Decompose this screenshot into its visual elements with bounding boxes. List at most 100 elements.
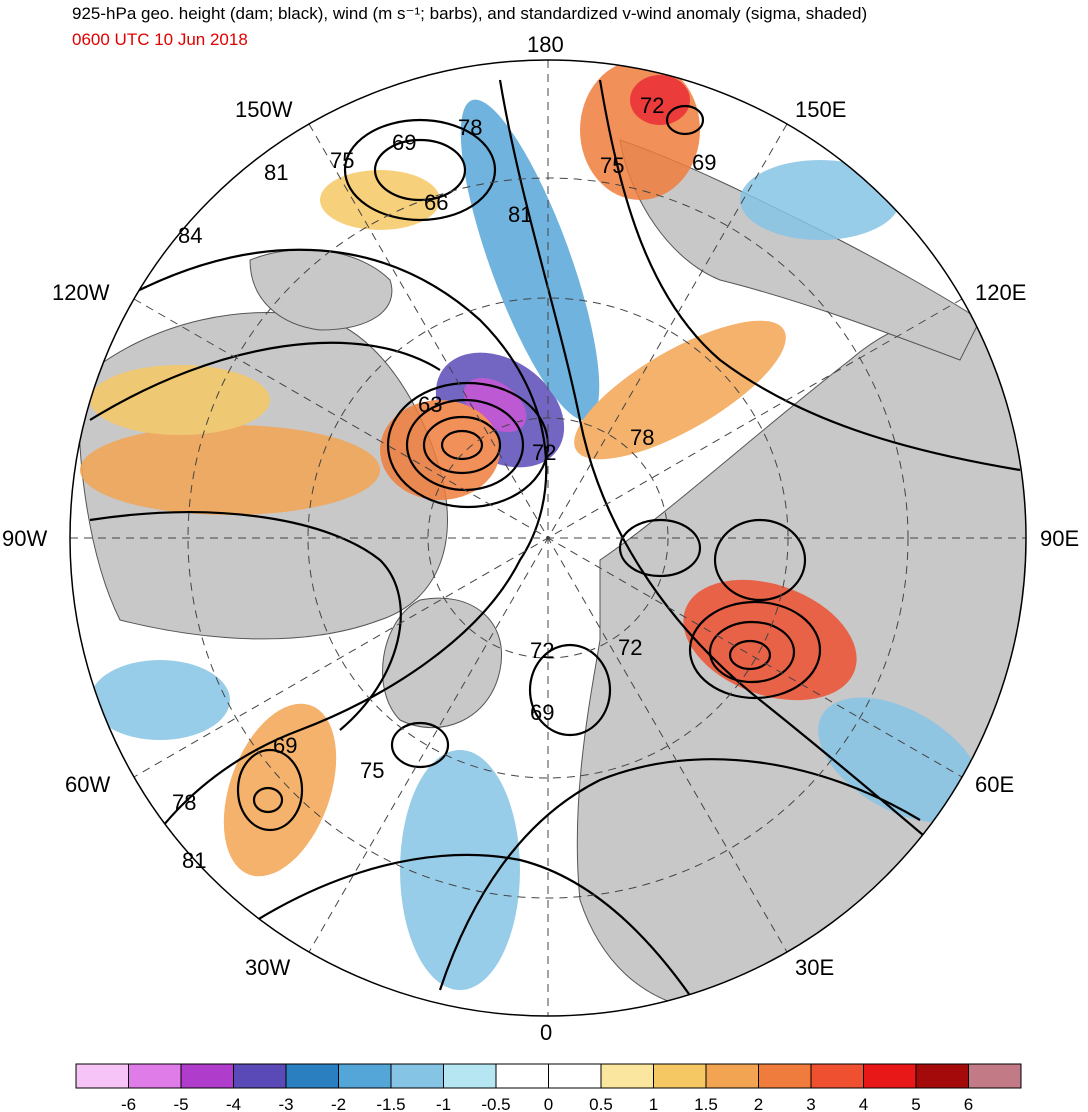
contour-label: 63 [418,392,442,417]
contour-high-east [713,518,807,602]
lon-label-0: 0 [540,1020,552,1045]
contour-low-north [373,138,467,202]
contour-band-5 [598,79,1021,472]
colorbar-swatch [548,1063,602,1089]
anomaly-negative-ne [740,160,900,240]
anomaly-negative-atlantic [400,750,520,990]
anomaly-positive-atlantic [223,703,337,877]
contour-band-1 [118,248,548,901]
colorbar-tick-label: 1 [649,1095,658,1112]
colorbar-tick-label: 6 [964,1095,973,1112]
colorbar-swatch [75,1063,129,1089]
colorbar-swatch [758,1063,812,1089]
map-disk [70,60,1026,1016]
colorbar-tick-label: 2 [754,1095,763,1112]
map-border [69,59,1027,1017]
colorbar-tick-label: 3 [806,1095,815,1112]
anomaly-positive-north-core [630,75,690,125]
colorbar-swatch [390,1063,444,1089]
lon-label-120w: 120W [52,280,110,305]
anomaly-positive-west [80,425,380,515]
anomaly-positive-north [580,60,700,200]
colorbar-tick-label: -3 [278,1095,293,1112]
contour-label: 69 [530,700,554,725]
colorbar-swatch [233,1063,287,1089]
colorbar-swatch [600,1063,654,1089]
contour-label: 75 [330,148,354,173]
longitude-labels: 180 150E 120E 90E 60E 30E 0 30W 60W 90W … [2,32,1079,1045]
contour-label: 72 [618,635,642,660]
contour-label-group: 63 66 69 69 69 69 72 72 72 72 75 75 75 7… [172,93,716,873]
anomaly-negative-band [460,99,600,421]
colorbar-swatch [180,1063,234,1089]
colorbar-swatch [810,1063,864,1089]
lon-label-60w: 60W [65,772,110,797]
colorbar-tick-label: -1.5 [376,1095,405,1112]
anomaly-positive-pacific [320,170,440,230]
colorbar-tick-label: 5 [911,1095,920,1112]
contour-high-center [618,518,702,578]
contour-label: 81 [264,160,288,185]
colorbar-swatch [495,1063,549,1089]
contour-low-atlantic [252,786,284,814]
colorbar-tick-label: -6 [121,1095,136,1112]
colorbar: -6 -5 -4 -3 -2 -1.5 -1 -0.5 0 0.5 1 1.5 2 3 4 5 6 [75,1063,1022,1112]
colorbar-tick-label: -1 [436,1095,451,1112]
anomaly-negative-west [90,660,230,740]
contour-label: 72 [532,440,556,465]
colorbar-swatch [653,1063,707,1089]
contour-label: 81 [182,848,206,873]
colorbar-tick-label: -2 [331,1095,346,1112]
contour-label: 69 [692,150,716,175]
lon-label-120e: 120E [975,280,1026,305]
lon-label-90w: 90W [2,526,47,551]
contour-band-7 [199,853,701,1011]
anomaly-positive-east [574,320,786,460]
contour-band-2 [89,341,441,421]
lon-label-150w: 150W [235,97,293,122]
lon-label-30e: 30E [795,955,834,980]
anomaly-positive-west2 [90,365,270,435]
colorbar-swatch [285,1063,339,1089]
colorbar-swatch [128,1063,182,1089]
contour-label: 81 [508,202,532,227]
graticule [70,60,1026,1016]
contour-label: 69 [392,130,416,155]
contour-band-4 [498,79,1001,901]
contour-band-3 [89,511,402,731]
contour-label: 75 [600,153,624,178]
lon-label-150e: 150E [795,97,846,122]
anomaly-negative-east [818,697,982,823]
contour-label: 84 [178,223,202,248]
colorbar-tick-label: -0.5 [481,1095,510,1112]
contour-low-iceland [390,721,450,769]
contour-east-pacific [665,104,705,136]
colorbar-tick-label: 1.5 [694,1095,718,1112]
colorbar-swatch [915,1063,969,1089]
colorbar-tick-label: 0.5 [589,1095,613,1112]
colorbar-swatch [863,1063,917,1089]
contour-low-barents [728,639,772,671]
lon-label-30w: 30W [245,955,290,980]
contour-label: 78 [458,115,482,140]
contour-label: 72 [640,93,664,118]
colorbar-swatch [443,1063,497,1089]
contour-band-6 [438,758,921,991]
colorbar-tick-label: 0 [544,1095,553,1112]
colorbar-tick-label: 4 [859,1095,868,1112]
anomaly-shading [80,60,982,990]
contour-label: 78 [630,425,654,450]
colorbar-swatch [338,1063,392,1089]
colorbar-tick-label: -4 [226,1095,241,1112]
anomaly-positive-center [380,400,500,500]
lon-label-60e: 60E [975,772,1014,797]
valid-time: 0600 UTC 10 Jun 2018 [72,30,248,49]
lon-label-180: 180 [527,32,564,57]
contour-label: 72 [530,638,554,663]
colorbar-tick-label: -5 [173,1095,188,1112]
contour-low-center [440,429,484,461]
map-title: 925-hPa geo. height (dam; black), wind (… [72,4,868,23]
contour-label: 66 [424,190,448,215]
contour-label: 69 [273,733,297,758]
